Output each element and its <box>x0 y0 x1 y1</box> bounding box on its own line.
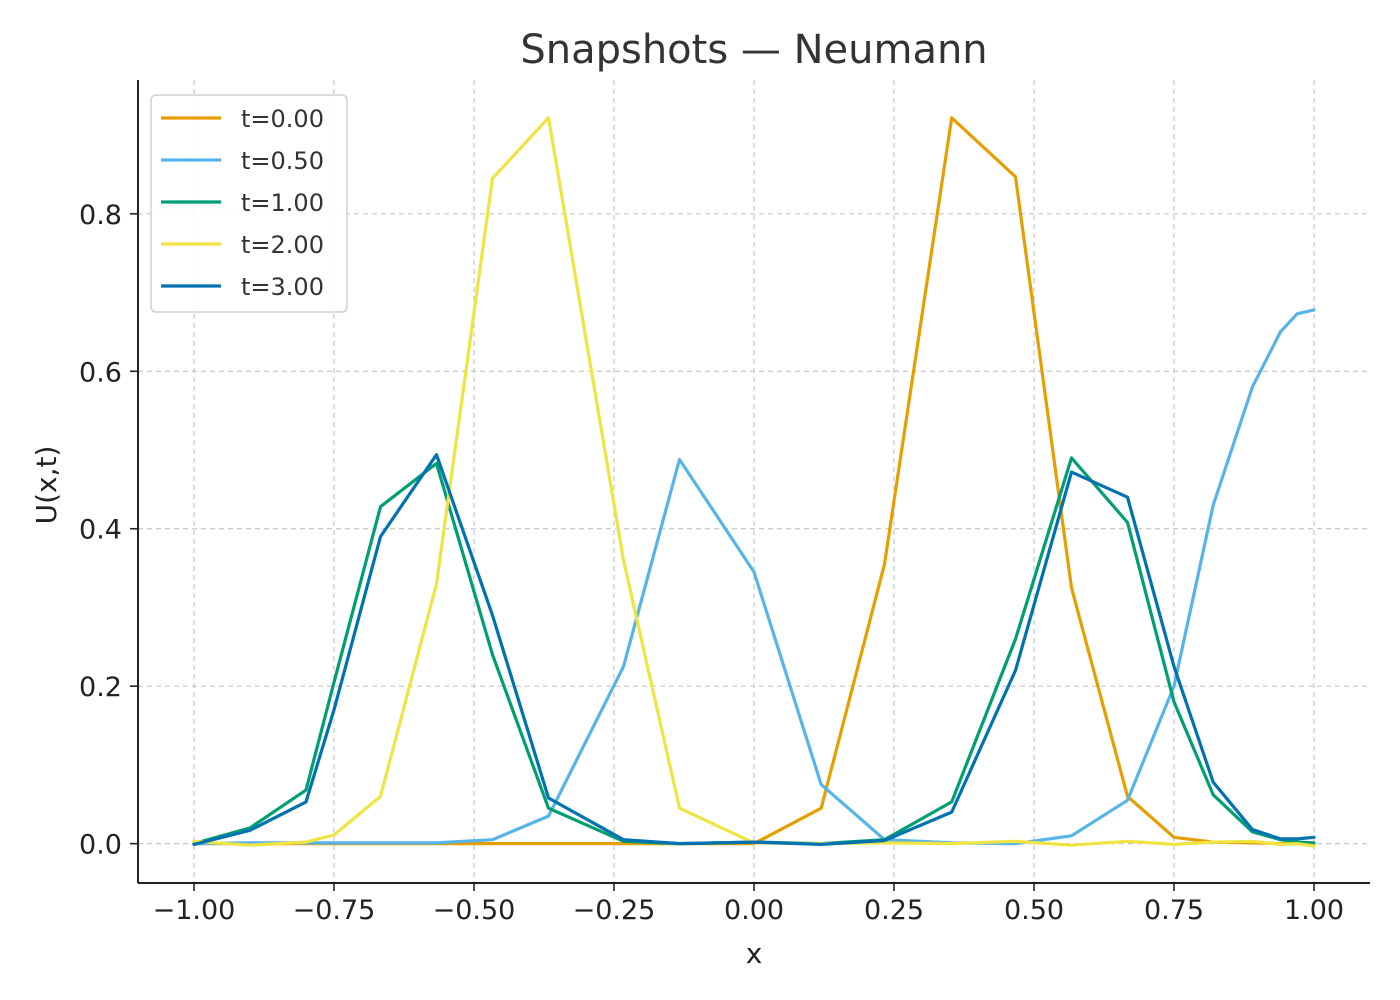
y-tick-label: 0.2 <box>79 672 122 703</box>
x-tick-label: −0.25 <box>573 895 656 926</box>
x-tick-label: −1.00 <box>153 895 236 926</box>
legend-label: t=0.00 <box>241 105 324 133</box>
x-axis-label: x <box>746 937 763 970</box>
legend-label: t=1.00 <box>241 189 324 217</box>
x-tick-label: 0.25 <box>864 895 924 926</box>
legend-label: t=3.00 <box>241 273 324 301</box>
y-axis-label: U(x,t) <box>30 446 63 525</box>
x-tick-label: 1.00 <box>1284 895 1344 926</box>
x-tick-label: 0.00 <box>724 895 784 926</box>
x-tick-label: −0.50 <box>433 895 516 926</box>
legend-label: t=2.00 <box>241 231 324 259</box>
x-tick-label: 0.75 <box>1144 895 1204 926</box>
y-tick-label: 0.6 <box>79 357 122 388</box>
y-tick-label: 0.0 <box>79 830 122 861</box>
series-line-4 <box>192 453 1316 847</box>
y-tick-label: 0.4 <box>79 515 122 546</box>
legend-box <box>150 94 348 313</box>
series-lines <box>192 116 1316 848</box>
axis-ticks: −1.00 −0.75 −0.50 −0.25 0.00 0.25 0.50 0.75 1.00… <box>79 200 1344 926</box>
series-line-1 <box>192 308 1316 846</box>
x-tick-label: 0.50 <box>1004 895 1064 926</box>
legend-label: t=0.50 <box>241 147 324 175</box>
y-tick-label: 0.8 <box>79 200 122 231</box>
x-tick-label: −0.75 <box>293 895 376 926</box>
chart-title: Snapshots — Neumann <box>520 27 987 73</box>
legend: t=0.00 t=0.50 t=1.00 t=2.00 t=3.00 <box>150 94 348 313</box>
